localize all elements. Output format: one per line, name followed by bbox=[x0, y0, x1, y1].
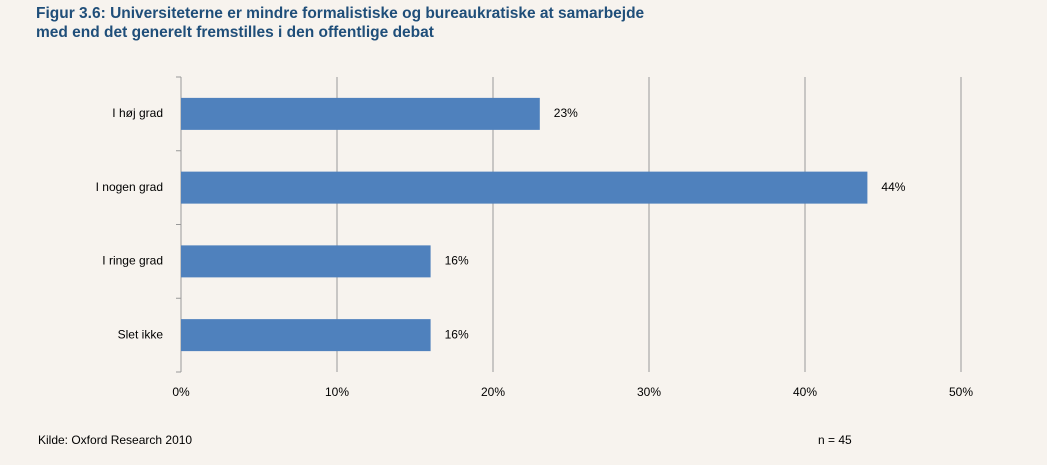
value-label: 16% bbox=[445, 327, 469, 341]
y-tick-label: I høj grad bbox=[112, 106, 163, 120]
x-tick-label: 50% bbox=[949, 385, 973, 399]
value-label: 23% bbox=[554, 106, 578, 120]
x-tick-label: 0% bbox=[172, 385, 190, 399]
x-tick-label: 10% bbox=[325, 385, 349, 399]
x-tick-label: 20% bbox=[481, 385, 505, 399]
value-label: 16% bbox=[445, 254, 469, 268]
x-tick-label: 40% bbox=[793, 385, 817, 399]
bar bbox=[181, 245, 431, 278]
value-label: 44% bbox=[881, 180, 905, 194]
x-tick-label: 30% bbox=[637, 385, 661, 399]
y-tick-label: I ringe grad bbox=[102, 254, 163, 268]
chart-title: Figur 3.6: Universiteterne er mindre for… bbox=[36, 5, 645, 41]
y-tick-label: I nogen grad bbox=[96, 180, 163, 194]
sample-size-note: n = 45 bbox=[818, 433, 852, 447]
bar bbox=[181, 319, 431, 352]
bar bbox=[181, 171, 868, 204]
y-tick-label: Slet ikke bbox=[118, 327, 164, 341]
bar bbox=[181, 97, 540, 130]
source-note: Kilde: Oxford Research 2010 bbox=[38, 433, 192, 447]
